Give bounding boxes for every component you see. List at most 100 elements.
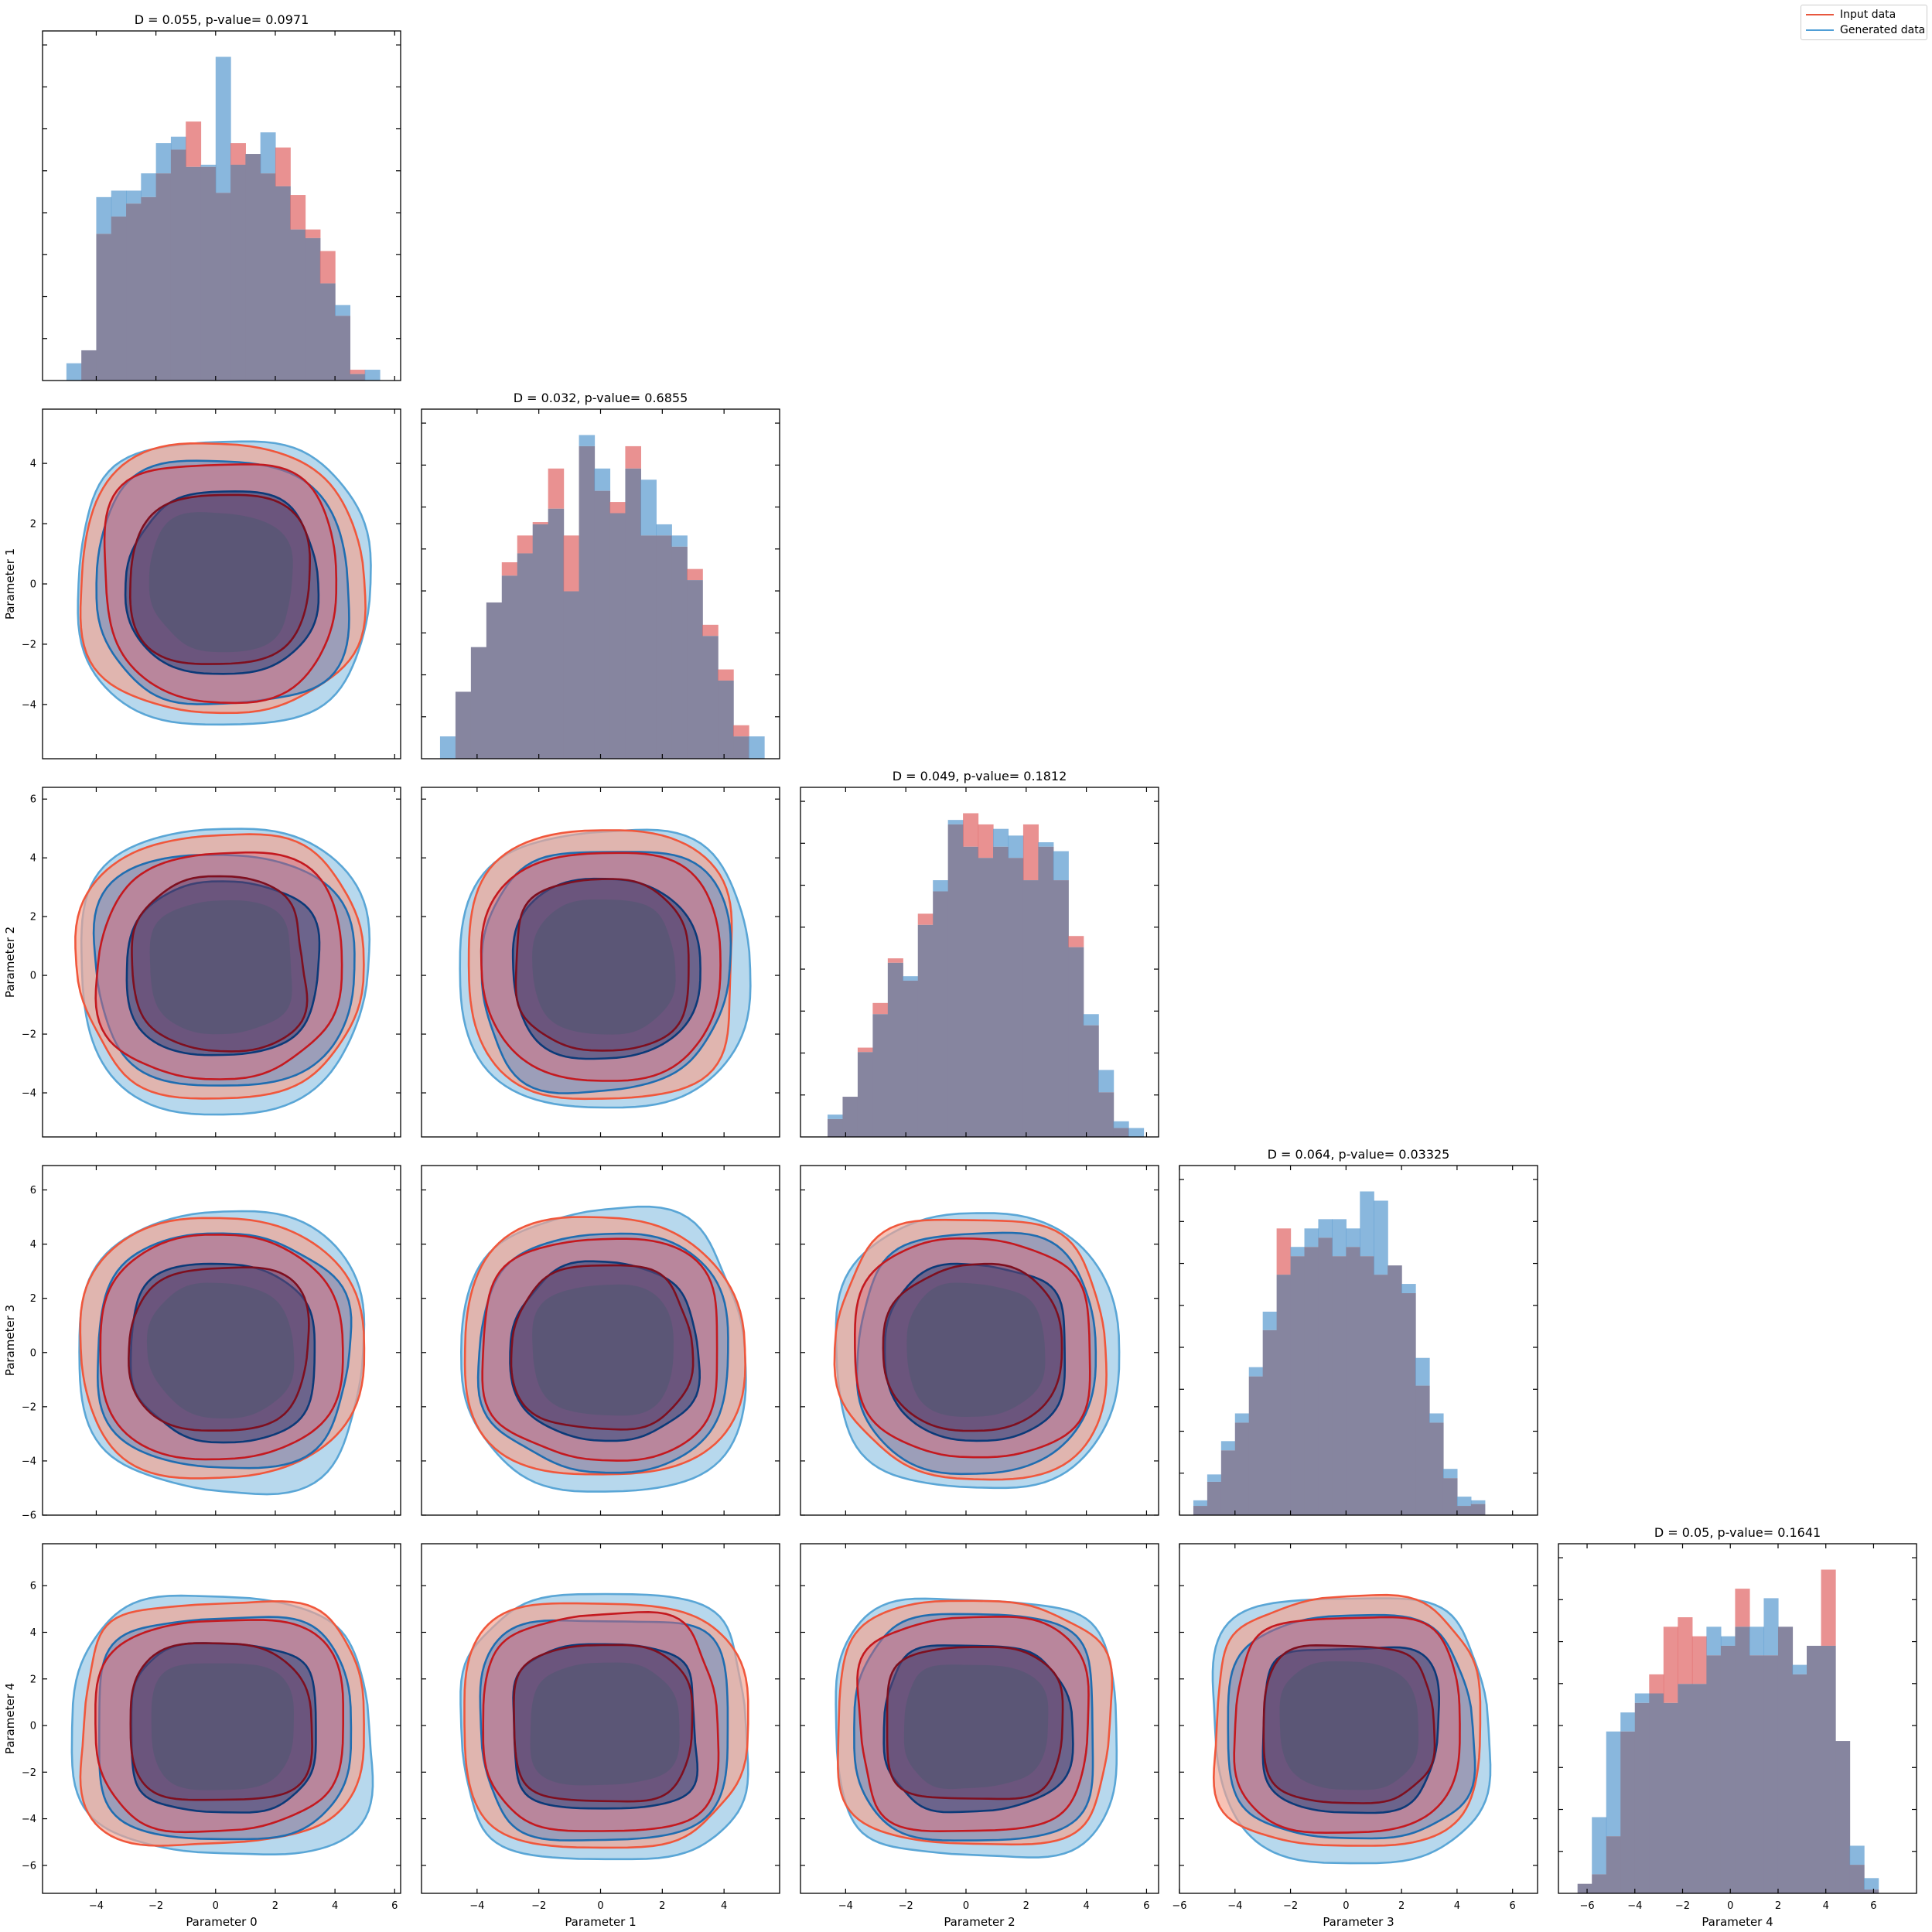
x-tick-label: 0 <box>1727 1900 1733 1912</box>
overlap-bar <box>563 591 580 759</box>
panel-frame <box>1179 1165 1538 1516</box>
histogram-panel-3: D = 0.064, p-value= 0.03325 <box>1179 1147 1538 1516</box>
generated-bar <box>1401 1284 1416 1294</box>
panel-content <box>1577 1569 1879 1893</box>
overlap-bar <box>1332 1256 1347 1515</box>
contour-panel-2-0: −4 −2 0 2 4 6 Parameter 2 <box>3 787 401 1138</box>
generated-bar <box>1193 1500 1208 1507</box>
y-tick-label: −4 <box>22 699 36 711</box>
x-tick-label: 2 <box>1023 1900 1029 1912</box>
generated-bar <box>141 173 157 197</box>
input-bar <box>186 121 202 167</box>
generated-bar <box>1290 1247 1306 1257</box>
panel-frame <box>421 408 780 759</box>
input-bar <box>532 522 549 524</box>
overlap-bar <box>718 680 734 759</box>
y-tick-label: −2 <box>22 1401 36 1413</box>
input-bar <box>857 1047 873 1053</box>
x-tick-label: 4 <box>1083 1900 1089 1912</box>
generated-bar <box>656 524 672 536</box>
generated-bar <box>1749 1626 1765 1656</box>
overlap-bar <box>1276 1275 1292 1515</box>
overlap-bar <box>609 513 626 759</box>
overlap-bar <box>1193 1506 1208 1515</box>
x-axis-label: Parameter 2 <box>944 1915 1015 1929</box>
input-bar <box>350 370 366 374</box>
overlap-bar <box>155 173 172 381</box>
overlap-bar <box>1388 1265 1402 1515</box>
overlap-bar <box>548 508 565 759</box>
generated-bar <box>594 468 611 491</box>
overlap-bar <box>1456 1506 1472 1515</box>
overlap-bar <box>1248 1376 1264 1515</box>
x-tick-label: 0 <box>597 1900 603 1912</box>
overlap-bar <box>1304 1247 1319 1515</box>
panel-frame <box>800 1165 1159 1516</box>
overlap-bar <box>1415 1385 1430 1515</box>
overlap-bar <box>640 535 657 759</box>
overlap-bar <box>1691 1684 1707 1893</box>
y-tick-label: 4 <box>30 459 36 470</box>
density-core <box>906 1282 1046 1417</box>
histogram-title: D = 0.05, p-value= 0.1641 <box>1654 1525 1821 1540</box>
input-bar <box>1735 1589 1750 1627</box>
generated-bar <box>1374 1200 1388 1275</box>
overlap-bar <box>1606 1836 1621 1893</box>
generated-bar <box>1429 1413 1444 1423</box>
overlap-bar <box>1068 947 1084 1137</box>
generated-bar <box>1234 1413 1250 1423</box>
density-core <box>532 1284 674 1416</box>
overlap-bar <box>1346 1247 1360 1515</box>
y-tick-label: 2 <box>30 1674 36 1685</box>
y-axis-label: Parameter 1 <box>3 548 17 620</box>
density-core <box>903 1664 1049 1790</box>
histogram-panel-1: D = 0.032, p-value= 0.6855 <box>421 391 780 759</box>
generated-bar <box>1207 1474 1222 1482</box>
overlap-bar <box>671 546 688 759</box>
overlap-bar <box>470 647 487 759</box>
generated-bar <box>1620 1712 1636 1732</box>
x-tick-label: 2 <box>1398 1900 1405 1912</box>
overlap-bar <box>1053 880 1069 1137</box>
x-tick-label: −6 <box>1579 1900 1594 1912</box>
y-tick-label: −4 <box>22 1456 36 1467</box>
input-bar <box>1821 1569 1836 1646</box>
panel-frame <box>1558 1543 1917 1894</box>
overlap-bar <box>917 924 934 1137</box>
overlap-bar <box>1318 1237 1333 1515</box>
generated-bar <box>640 480 657 536</box>
legend: Input data Generated data <box>1801 5 1927 40</box>
y-axis-label: Parameter 2 <box>3 927 17 998</box>
overlap-bar <box>1821 1645 1836 1893</box>
contour-panel-4-3: −6 −4 −2 0 2 4 6 Parameter 3 <box>1172 1543 1538 1929</box>
overlap-bar <box>1592 1874 1607 1893</box>
overlap-bar <box>1429 1422 1444 1515</box>
x-tick-label: 0 <box>963 1900 969 1912</box>
overlap-bar <box>486 602 503 759</box>
overlap-bar <box>1777 1626 1794 1893</box>
overlap-bar <box>1008 858 1024 1137</box>
x-tick-label: −4 <box>1227 1900 1242 1912</box>
y-tick-label: 4 <box>30 1239 36 1251</box>
y-tick-label: −4 <box>22 1814 36 1825</box>
overlap-bar <box>1577 1883 1592 1893</box>
overlap-bar <box>1864 1889 1879 1893</box>
overlap-bar <box>947 824 964 1137</box>
overlap-bar <box>1634 1702 1650 1893</box>
contour-panel-2-1 <box>421 787 780 1138</box>
input-bar <box>718 669 734 681</box>
overlap-bar <box>1735 1626 1750 1893</box>
overlap-bar <box>111 216 127 381</box>
overlap-bar <box>993 846 1009 1137</box>
density-core <box>530 1662 680 1786</box>
overlap-bar <box>1220 1450 1236 1515</box>
panel-frame <box>421 1165 780 1516</box>
overlap-bar <box>350 374 366 381</box>
panel-content <box>77 440 372 726</box>
generated-bar <box>1038 842 1054 847</box>
overlap-bar <box>656 535 672 759</box>
x-tick-label: 2 <box>272 1900 278 1912</box>
y-tick-label: −4 <box>22 1088 36 1100</box>
x-tick-label: 6 <box>1510 1900 1516 1912</box>
overlap-bar <box>1442 1478 1458 1515</box>
